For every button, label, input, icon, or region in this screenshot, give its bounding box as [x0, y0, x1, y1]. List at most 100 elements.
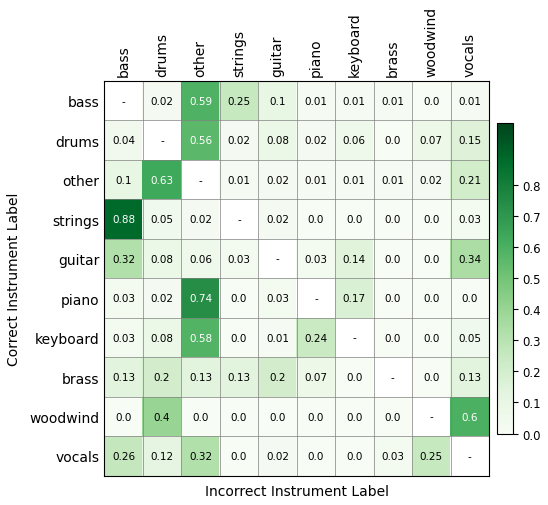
- Text: -: -: [160, 136, 164, 146]
- Text: 0.1: 0.1: [269, 96, 286, 107]
- Text: 0.0: 0.0: [192, 412, 209, 422]
- Text: 0.63: 0.63: [150, 175, 174, 185]
- Text: 0.01: 0.01: [227, 175, 250, 185]
- Text: 0.13: 0.13: [227, 372, 250, 382]
- Text: 0.02: 0.02: [189, 215, 212, 225]
- Text: 0.06: 0.06: [189, 254, 212, 264]
- Text: 0.07: 0.07: [304, 372, 327, 382]
- Text: 0.6: 0.6: [461, 412, 478, 422]
- Text: 0.0: 0.0: [385, 333, 401, 343]
- Text: 0.0: 0.0: [269, 412, 286, 422]
- Text: 0.0: 0.0: [346, 412, 363, 422]
- Text: 0.0: 0.0: [461, 293, 478, 304]
- Text: 0.0: 0.0: [385, 412, 401, 422]
- Text: 0.0: 0.0: [385, 215, 401, 225]
- Text: 0.02: 0.02: [227, 136, 250, 146]
- Text: 0.1: 0.1: [115, 175, 132, 185]
- Text: 0.08: 0.08: [151, 254, 174, 264]
- Text: 0.0: 0.0: [423, 96, 439, 107]
- Text: 0.0: 0.0: [423, 215, 439, 225]
- Text: 0.08: 0.08: [266, 136, 289, 146]
- Text: 0.32: 0.32: [112, 254, 135, 264]
- Text: 0.03: 0.03: [112, 333, 135, 343]
- Text: 0.17: 0.17: [343, 293, 366, 304]
- Text: 0.13: 0.13: [112, 372, 135, 382]
- Text: -: -: [122, 96, 125, 107]
- Text: 0.03: 0.03: [458, 215, 481, 225]
- Text: 0.56: 0.56: [189, 136, 212, 146]
- Text: 0.24: 0.24: [304, 333, 328, 343]
- Text: 0.0: 0.0: [423, 254, 439, 264]
- Text: 0.0: 0.0: [115, 412, 132, 422]
- Text: -: -: [276, 254, 279, 264]
- Text: 0.02: 0.02: [266, 175, 289, 185]
- Text: 0.58: 0.58: [189, 333, 212, 343]
- Text: 0.04: 0.04: [112, 136, 135, 146]
- Text: 0.03: 0.03: [266, 293, 289, 304]
- Text: 0.08: 0.08: [151, 333, 174, 343]
- Text: 0.0: 0.0: [231, 412, 247, 422]
- Text: 0.01: 0.01: [381, 96, 404, 107]
- Text: 0.2: 0.2: [154, 372, 170, 382]
- Text: 0.06: 0.06: [343, 136, 366, 146]
- Text: 0.0: 0.0: [385, 254, 401, 264]
- Text: 0.34: 0.34: [458, 254, 481, 264]
- Text: 0.03: 0.03: [112, 293, 135, 304]
- Text: 0.02: 0.02: [266, 451, 289, 461]
- Text: 0.26: 0.26: [112, 451, 135, 461]
- Text: 0.88: 0.88: [112, 215, 135, 225]
- Text: 0.0: 0.0: [307, 215, 324, 225]
- Text: 0.0: 0.0: [307, 451, 324, 461]
- Text: 0.02: 0.02: [151, 293, 174, 304]
- Text: 0.01: 0.01: [381, 175, 404, 185]
- Text: -: -: [198, 175, 202, 185]
- Text: 0.0: 0.0: [346, 215, 363, 225]
- Text: 0.0: 0.0: [231, 333, 247, 343]
- Text: 0.02: 0.02: [151, 96, 174, 107]
- Text: 0.02: 0.02: [266, 215, 289, 225]
- Text: 0.0: 0.0: [423, 372, 439, 382]
- Text: 0.12: 0.12: [150, 451, 174, 461]
- Text: 0.0: 0.0: [423, 293, 439, 304]
- Text: -: -: [352, 333, 356, 343]
- Text: 0.0: 0.0: [385, 136, 401, 146]
- Text: 0.32: 0.32: [189, 451, 212, 461]
- Text: 0.01: 0.01: [343, 96, 366, 107]
- Text: 0.01: 0.01: [458, 96, 481, 107]
- Text: 0.01: 0.01: [304, 96, 327, 107]
- Text: 0.03: 0.03: [381, 451, 404, 461]
- Text: 0.0: 0.0: [346, 451, 363, 461]
- Text: 0.25: 0.25: [227, 96, 250, 107]
- Text: 0.02: 0.02: [420, 175, 443, 185]
- Text: -: -: [430, 412, 433, 422]
- Text: 0.0: 0.0: [423, 333, 439, 343]
- Text: 0.01: 0.01: [343, 175, 366, 185]
- Text: 0.15: 0.15: [458, 136, 481, 146]
- Text: 0.05: 0.05: [458, 333, 481, 343]
- Text: -: -: [391, 372, 395, 382]
- Text: 0.02: 0.02: [304, 136, 327, 146]
- Text: 0.74: 0.74: [189, 293, 212, 304]
- Text: 0.13: 0.13: [458, 372, 481, 382]
- Text: 0.59: 0.59: [189, 96, 212, 107]
- Text: 0.07: 0.07: [420, 136, 443, 146]
- Y-axis label: Correct Instrument Label: Correct Instrument Label: [7, 192, 21, 365]
- Text: 0.4: 0.4: [154, 412, 170, 422]
- Text: 0.0: 0.0: [307, 412, 324, 422]
- Text: 0.2: 0.2: [269, 372, 286, 382]
- Text: -: -: [468, 451, 472, 461]
- Text: 0.25: 0.25: [420, 451, 443, 461]
- Text: -: -: [314, 293, 318, 304]
- Text: 0.01: 0.01: [266, 333, 289, 343]
- X-axis label: Incorrect Instrument Label: Incorrect Instrument Label: [204, 484, 389, 498]
- Text: -: -: [237, 215, 241, 225]
- Text: 0.0: 0.0: [346, 372, 363, 382]
- Text: 0.21: 0.21: [458, 175, 481, 185]
- Text: 0.01: 0.01: [304, 175, 327, 185]
- Text: 0.13: 0.13: [189, 372, 212, 382]
- Text: 0.0: 0.0: [385, 293, 401, 304]
- Text: 0.03: 0.03: [304, 254, 327, 264]
- Text: 0.03: 0.03: [227, 254, 250, 264]
- Text: 0.0: 0.0: [231, 451, 247, 461]
- Text: 0.14: 0.14: [343, 254, 366, 264]
